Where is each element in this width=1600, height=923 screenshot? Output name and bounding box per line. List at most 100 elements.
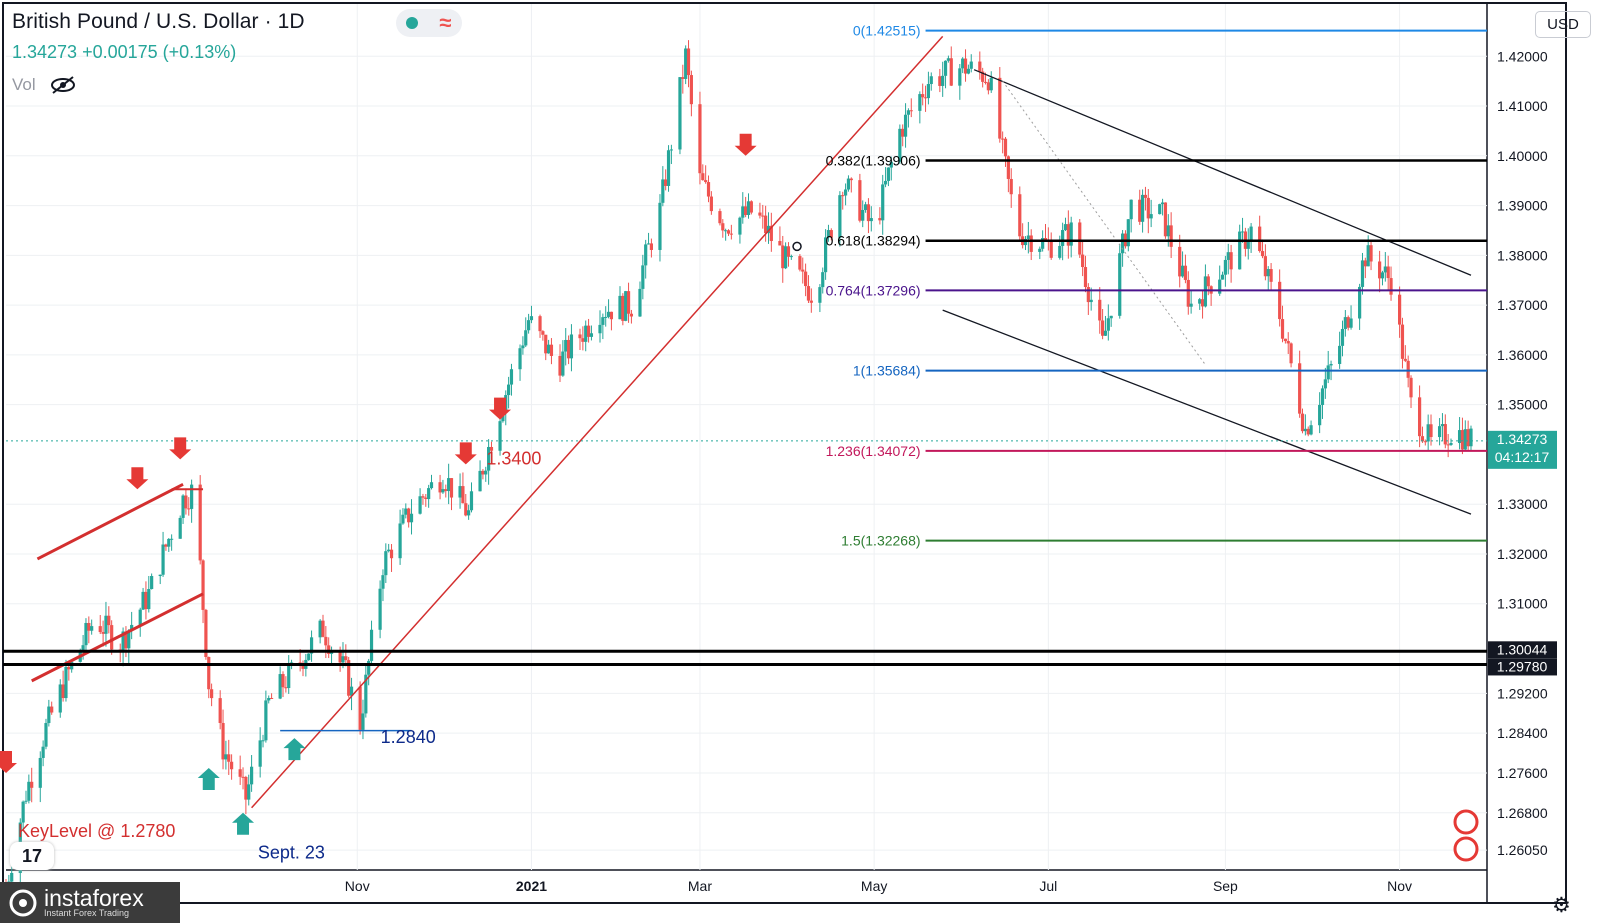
candle-body (44, 723, 48, 747)
gear-icon[interactable]: ⚙ (1552, 894, 1571, 917)
candle-body (507, 384, 511, 396)
candle-body (64, 666, 68, 699)
candle-body (1023, 239, 1028, 246)
candle (1126, 219, 1130, 252)
candle-body (361, 713, 365, 730)
candle (1066, 210, 1070, 259)
chart-header: British Pound / U.S. Dollar · 1D (12, 10, 305, 34)
candle (1001, 131, 1005, 154)
candle (561, 340, 565, 377)
last-price: 1.34273 (12, 42, 78, 62)
candle (467, 504, 471, 520)
candle (418, 488, 422, 515)
market-status-icon (406, 17, 419, 29)
candle (966, 64, 970, 75)
candle-body (90, 626, 94, 631)
candle (538, 314, 542, 338)
candle-body (438, 482, 442, 493)
candle (509, 363, 514, 396)
candle-body (38, 757, 42, 788)
candle (1400, 317, 1405, 369)
candle-body (704, 180, 708, 183)
candle (701, 164, 705, 181)
candle-body (489, 446, 494, 451)
candle-body (538, 316, 542, 332)
candle (324, 626, 328, 659)
candle (918, 91, 922, 124)
candle (658, 194, 662, 262)
candle-body (1238, 231, 1242, 270)
candle-body (1366, 245, 1370, 267)
candle (1149, 199, 1153, 228)
candle (1063, 217, 1068, 232)
candle (287, 655, 291, 694)
candle-body (447, 478, 451, 492)
candle-body (1118, 253, 1122, 316)
candle (464, 494, 468, 517)
symbol-title[interactable]: British Pound / U.S. Dollar · 1D (12, 10, 305, 33)
candle-body (127, 630, 131, 649)
sell-arrow-icon (454, 442, 477, 465)
indicator-toggle[interactable]: ≈ (396, 9, 462, 37)
candle-body (444, 489, 448, 492)
candle (224, 740, 228, 770)
candle (1463, 420, 1467, 452)
eye-off-icon[interactable] (50, 76, 76, 94)
candle (1160, 198, 1165, 216)
candle (1229, 244, 1233, 283)
candle-body (744, 206, 748, 215)
fib-label: 0(1.42515) (853, 23, 921, 39)
candle-body (818, 287, 822, 303)
candle (1138, 189, 1142, 225)
candle-body (1049, 241, 1053, 258)
candle (469, 482, 474, 513)
candle-body (298, 662, 302, 664)
candle-body (684, 48, 688, 79)
candle-body (164, 544, 168, 547)
y-tick-label: 1.31000 (1497, 596, 1548, 612)
candle (90, 619, 94, 635)
candle-body (943, 60, 948, 76)
candle (1258, 215, 1262, 253)
tradingview-logo-icon[interactable]: 17 (10, 842, 54, 870)
candle-body (1183, 265, 1188, 280)
candle-body (609, 311, 614, 320)
candle-body (1009, 178, 1013, 195)
candle (901, 124, 905, 147)
candle-body (87, 622, 91, 631)
candle-body (27, 781, 31, 801)
candle-body (881, 184, 885, 221)
candle (1198, 297, 1202, 310)
candle (569, 324, 574, 372)
candle (1146, 189, 1150, 234)
candle (161, 531, 165, 577)
candle-body (1226, 252, 1230, 260)
candle-body (678, 77, 682, 150)
candle (1026, 221, 1030, 254)
candle (447, 463, 451, 505)
candle-body (1360, 260, 1365, 287)
candle-body (1218, 279, 1222, 294)
candle-body (1229, 252, 1233, 270)
candle (1023, 236, 1028, 251)
candle-body (618, 295, 622, 320)
candle (641, 254, 645, 300)
price-badge-label: 1.34273 (1497, 431, 1548, 447)
candle-body (1061, 230, 1065, 246)
candle-body (544, 334, 548, 354)
volume-legend[interactable]: Vol (12, 75, 76, 95)
price-badge-label: 1.29780 (1497, 658, 1548, 674)
uptrend-line (251, 35, 944, 809)
candle (527, 313, 531, 334)
candle-body (903, 114, 908, 137)
candle-body (826, 230, 831, 238)
candle-body (789, 256, 793, 258)
currency-button[interactable]: USD (1535, 11, 1591, 38)
candle-body (421, 496, 425, 498)
candle-body (1126, 219, 1130, 247)
candle (786, 242, 791, 267)
candle (1260, 239, 1265, 259)
candle (1358, 283, 1362, 330)
candle-body (41, 746, 45, 758)
